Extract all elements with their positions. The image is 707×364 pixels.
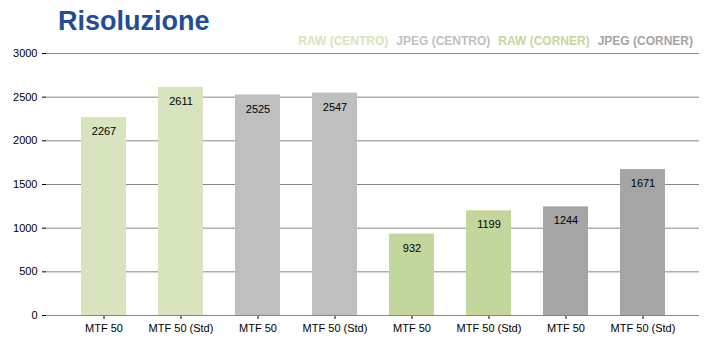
svg-text:1671: 1671	[631, 177, 655, 189]
svg-text:MTF 50: MTF 50	[239, 322, 277, 334]
svg-text:MTF 50 (Std): MTF 50 (Std)	[149, 322, 214, 334]
svg-text:MTF 50 (Std): MTF 50 (Std)	[457, 322, 522, 334]
svg-text:932: 932	[403, 242, 421, 254]
svg-text:2611: 2611	[169, 95, 193, 107]
svg-text:500: 500	[19, 265, 37, 277]
svg-text:MTF 50: MTF 50	[85, 322, 123, 334]
svg-text:MTF 50 (Std): MTF 50 (Std)	[611, 322, 676, 334]
html-text:RAW (CENTRO): RAW (CENTRO)	[298, 34, 389, 48]
svg-text:MTF 50: MTF 50	[547, 322, 585, 334]
svg-text:2267: 2267	[92, 125, 116, 137]
svg-text:MTF 50 (Std): MTF 50 (Std)	[303, 322, 368, 334]
svg-text:2500: 2500	[13, 91, 37, 103]
html-text:Risoluzione: Risoluzione	[58, 6, 210, 36]
svg-text:1244: 1244	[554, 214, 578, 226]
html-text:JPEG (CORNER): JPEG (CORNER)	[597, 34, 693, 48]
svg-text:1500: 1500	[13, 178, 37, 190]
svg-text:1199: 1199	[477, 218, 501, 230]
html-text:JPEG (CENTRO): JPEG (CENTRO)	[396, 34, 491, 48]
svg-text:0: 0	[31, 309, 37, 321]
svg-text:3000: 3000	[13, 47, 37, 59]
svg-text:2547: 2547	[323, 101, 347, 113]
svg-text:2000: 2000	[13, 134, 37, 146]
svg-text:1000: 1000	[13, 222, 37, 234]
html-text:RAW (CORNER): RAW (CORNER)	[498, 34, 590, 48]
svg-text:MTF 50: MTF 50	[393, 322, 431, 334]
svg-text:2525: 2525	[246, 103, 270, 115]
